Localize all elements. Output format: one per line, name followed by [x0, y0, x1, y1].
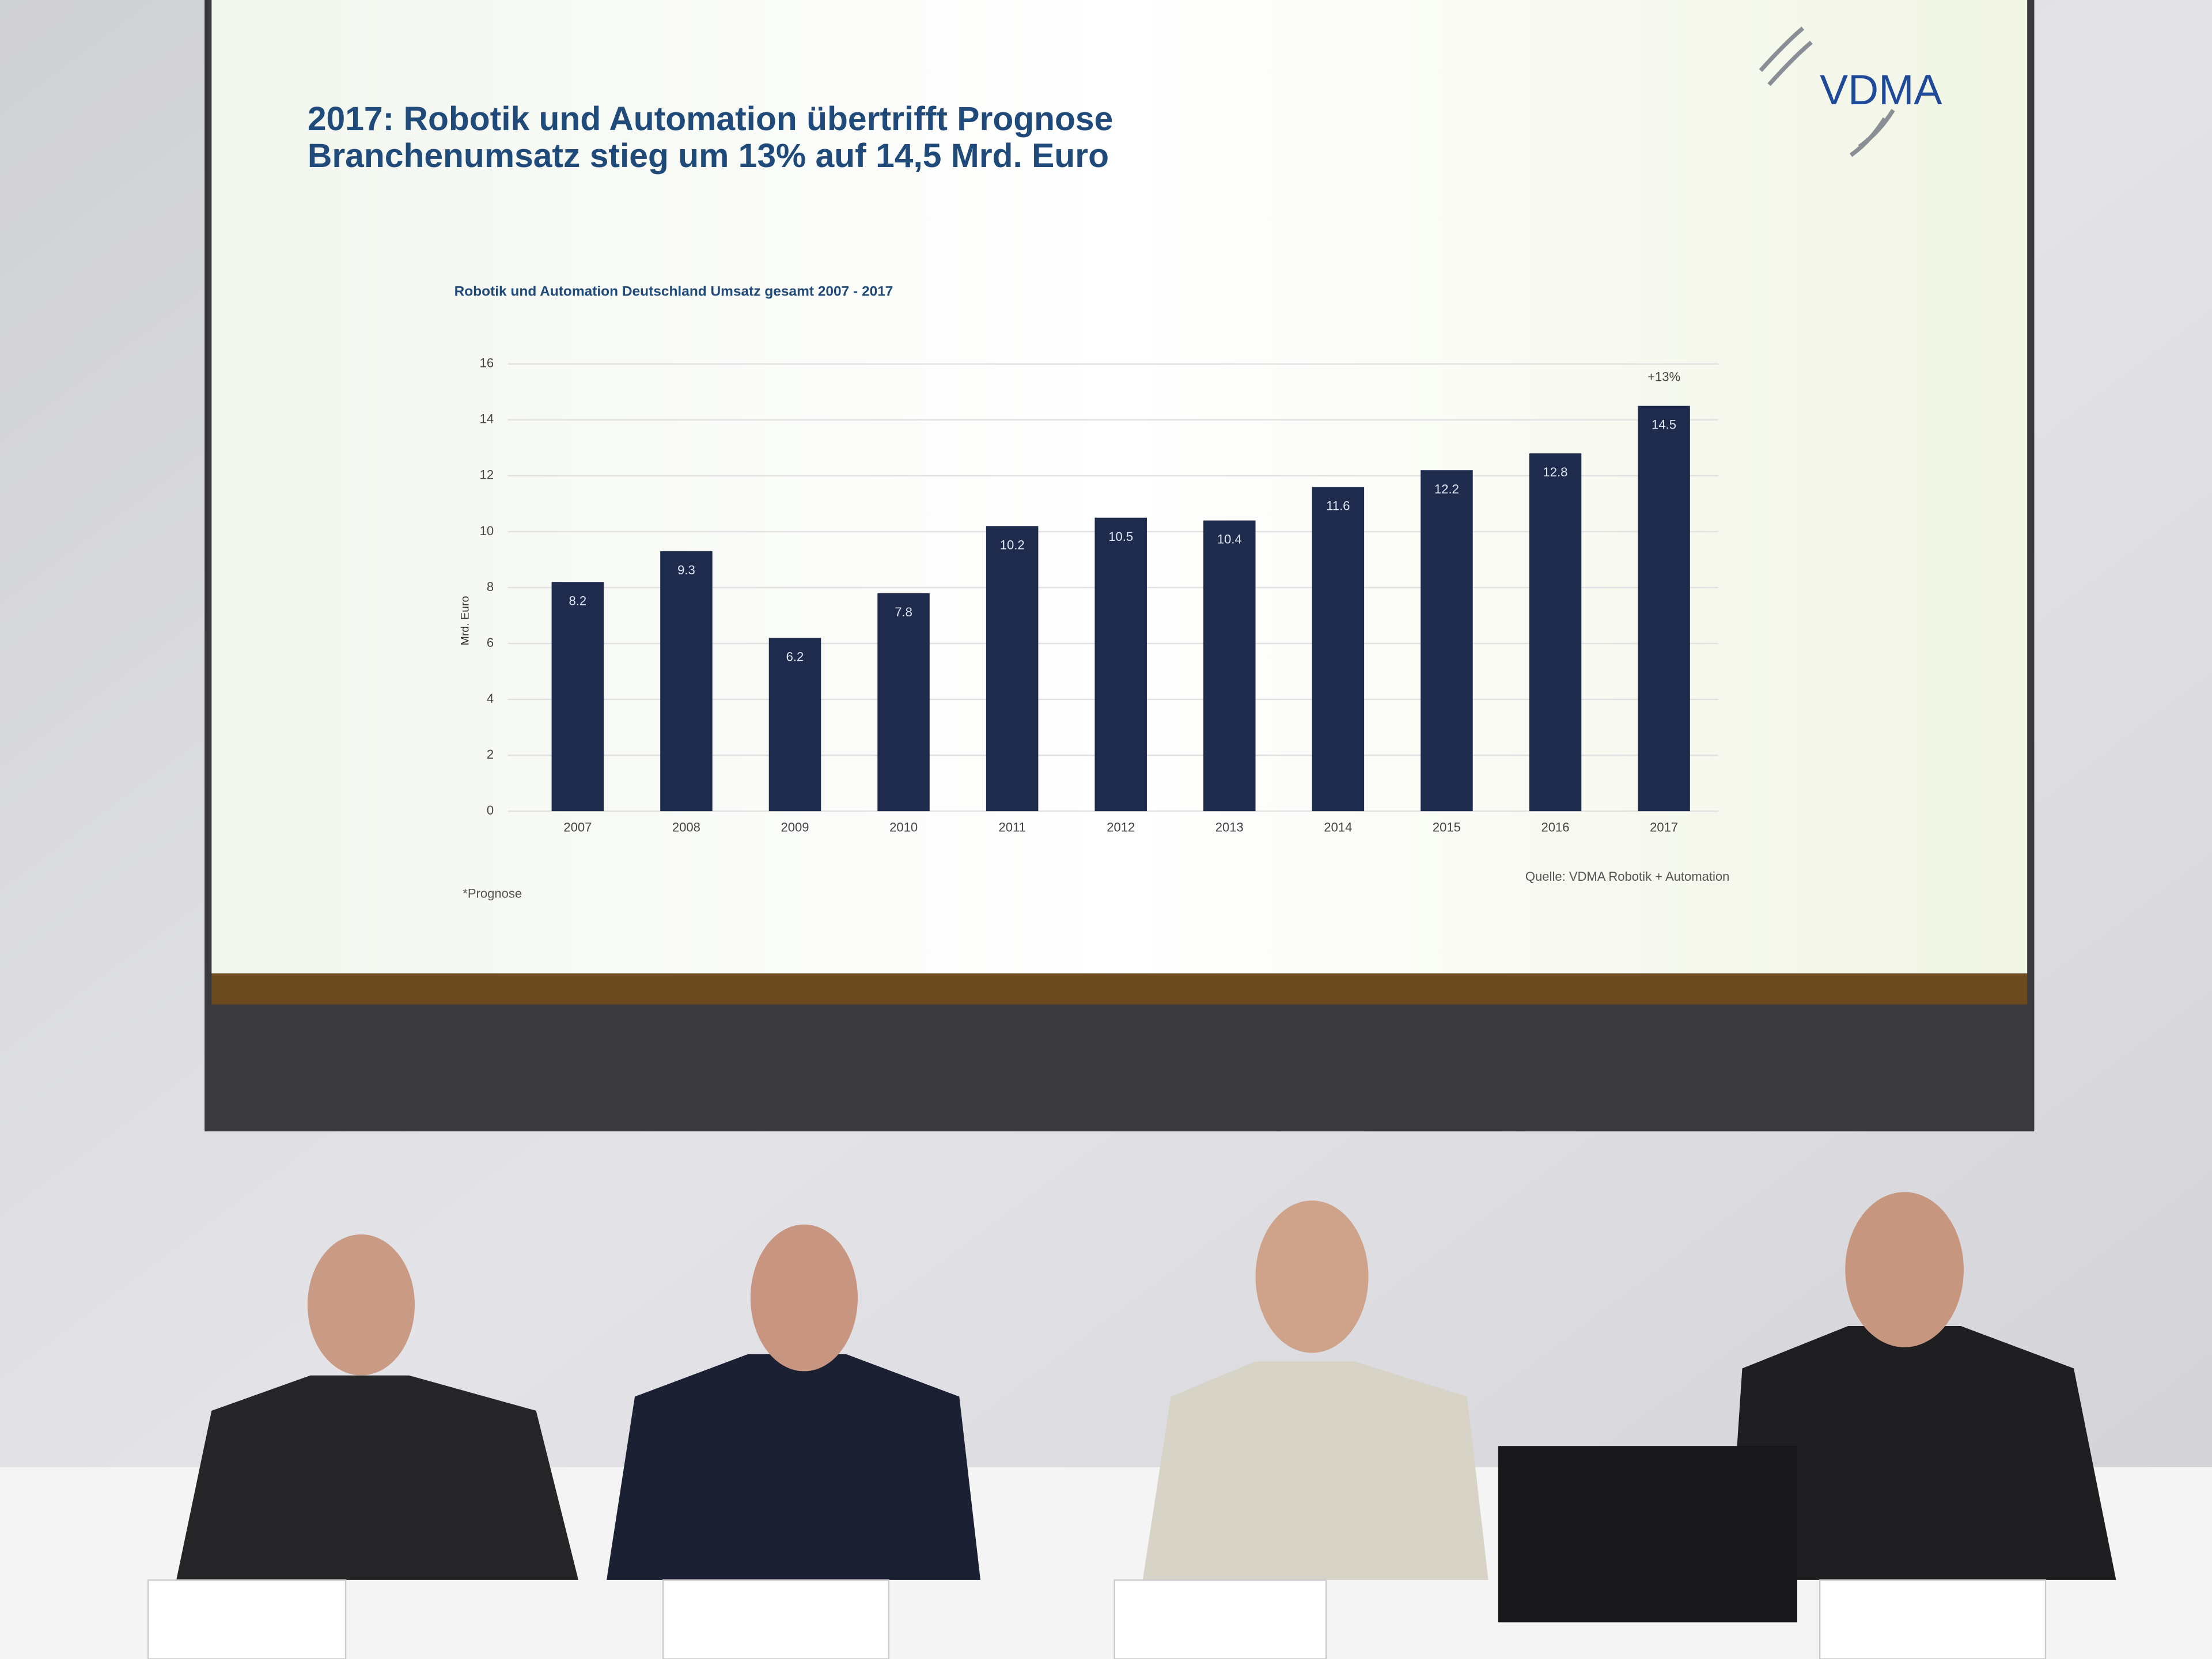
- bar: [1094, 517, 1147, 812]
- y-tick-label: 8: [487, 579, 494, 594]
- value-label: 10.5: [1108, 529, 1133, 544]
- value-label: 12.8: [1543, 465, 1568, 479]
- bar: [1421, 470, 1473, 812]
- x-tick-label: 2014: [1324, 820, 1352, 834]
- bar: [877, 593, 930, 812]
- person: [1728, 1326, 2116, 1580]
- x-tick-label: 2016: [1541, 820, 1569, 834]
- value-label: 14.5: [1652, 418, 1676, 432]
- logo: VDMA: [1820, 66, 1942, 113]
- y-tick-label: 4: [487, 691, 494, 706]
- bar: [1203, 520, 1256, 812]
- y-tick-label: 10: [480, 524, 494, 538]
- name-card: [1819, 1579, 2047, 1659]
- x-tick-label: 2017: [1650, 820, 1678, 834]
- bar: [551, 582, 604, 812]
- y-tick-label: 6: [487, 635, 494, 650]
- annotation: +13%: [1647, 369, 1680, 384]
- footnote: *Prognose: [463, 886, 522, 900]
- x-tick-label: 2013: [1215, 820, 1244, 834]
- x-tick-label: 2009: [781, 820, 809, 834]
- person: [1142, 1361, 1488, 1580]
- y-tick-label: 14: [480, 412, 494, 426]
- value-label: 11.6: [1326, 498, 1350, 513]
- x-tick-label: 2011: [998, 820, 1025, 834]
- bar: [660, 551, 713, 812]
- x-tick-label: 2007: [563, 820, 592, 834]
- logo-mark: [1759, 26, 1895, 157]
- value-label: 8.2: [569, 593, 587, 608]
- chart-title: Robotik und Automation Deutschland Umsat…: [454, 283, 893, 299]
- bar: [1638, 406, 1690, 812]
- slide-subtitle: Branchenumsatz stieg um 13% auf 14,5 Mrd…: [308, 137, 1109, 175]
- head: [750, 1224, 858, 1372]
- bar: [986, 526, 1039, 812]
- x-tick-label: 2010: [889, 820, 918, 834]
- bar: [1312, 487, 1365, 812]
- name-card: [662, 1579, 890, 1659]
- head: [1845, 1192, 1964, 1347]
- y-axis-label: Mrd. Euro: [459, 596, 471, 645]
- name-card: [147, 1579, 347, 1659]
- source: Quelle: VDMA Robotik + Automation: [1525, 869, 1730, 884]
- value-label: 6.2: [786, 649, 804, 664]
- slide-title: 2017: Robotik und Automation übertrifft …: [308, 100, 1113, 138]
- person: [607, 1354, 981, 1580]
- bar: [768, 638, 821, 812]
- y-tick-label: 0: [487, 803, 494, 817]
- value-label: 7.8: [895, 605, 912, 619]
- x-tick-label: 2012: [1107, 820, 1135, 834]
- x-tick-label: 2015: [1433, 820, 1461, 834]
- monitor: [1498, 1446, 1797, 1623]
- y-tick-label: 2: [487, 747, 494, 762]
- value-label: 10.4: [1217, 532, 1242, 547]
- panel: [147, 1192, 2116, 1659]
- head: [1255, 1200, 1369, 1353]
- slide-footer-bar: [211, 973, 2028, 1005]
- bar: [1529, 453, 1582, 812]
- value-label: 10.2: [1000, 537, 1025, 552]
- person: [176, 1375, 579, 1580]
- y-tick-label: 16: [480, 356, 494, 370]
- name-card: [1113, 1579, 1327, 1659]
- x-tick-label: 2008: [672, 820, 700, 834]
- y-tick-label: 12: [480, 468, 494, 482]
- value-label: 9.3: [677, 563, 695, 577]
- head: [307, 1234, 415, 1376]
- value-label: 12.2: [1434, 482, 1459, 496]
